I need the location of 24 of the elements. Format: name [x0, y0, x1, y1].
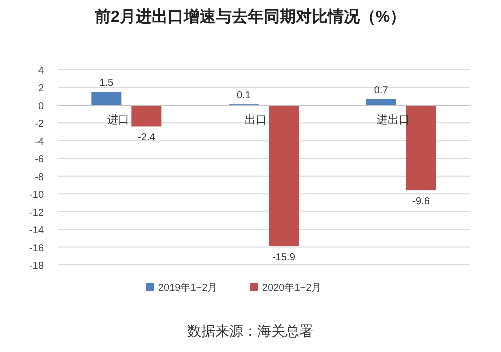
y-tick-label: -10 [30, 190, 44, 202]
y-tick-label: -12 [30, 208, 44, 219]
y-tick-label: -8 [35, 172, 44, 184]
data-label: 0.1 [237, 90, 252, 102]
y-tick-label: -4 [35, 136, 44, 148]
legend-label: 2020年1~2月 [262, 282, 322, 294]
data-label: -2.4 [138, 132, 156, 144]
x-tick-label: 进口 [108, 113, 130, 126]
legend-label: 2019年1~2月 [158, 282, 218, 294]
data-label: 1.5 [100, 78, 114, 90]
y-tick-label: -6 [35, 154, 44, 166]
data-label: 0.7 [374, 85, 389, 96]
source-note: 数据来源：海关总署 [188, 323, 314, 339]
y-tick-label: 2 [38, 84, 44, 95]
y-tick-label: 4 [38, 66, 44, 77]
y-tick-label: -18 [30, 261, 44, 272]
data-label: -9.6 [412, 196, 430, 208]
chart-title: 前2月进出口增速与去年同期对比情况（%） [94, 8, 406, 26]
data-label: -15.9 [272, 252, 296, 264]
y-tick-label: 0 [38, 101, 44, 112]
x-tick-label: 出口 [245, 113, 267, 126]
y-tick-label: -16 [30, 243, 44, 254]
y-tick-label: -2 [35, 119, 44, 130]
y-tick-label: -14 [30, 226, 44, 237]
